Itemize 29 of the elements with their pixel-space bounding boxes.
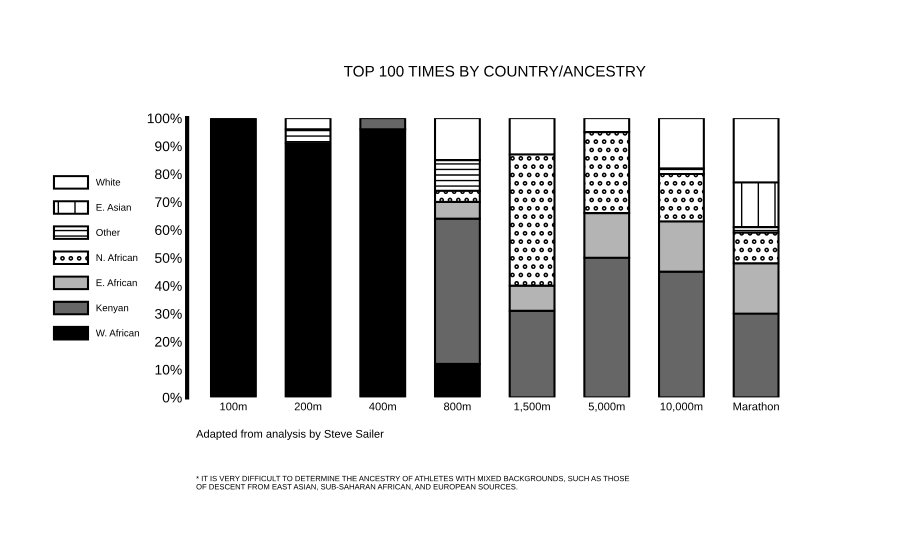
legend-label: W. African <box>96 329 139 336</box>
x-tick-label: 10,000m <box>660 402 702 412</box>
y-tick-label: 0% <box>162 392 182 403</box>
x-tick-label: 100m <box>220 402 247 410</box>
legend-label: E. Asian <box>96 204 131 211</box>
y-tick-label: 70% <box>155 197 182 208</box>
y-tick-label: 60% <box>155 225 182 236</box>
legend-label: White <box>96 178 120 186</box>
y-tick-label: 10% <box>156 364 182 375</box>
legend-label: Kenyan <box>96 304 128 314</box>
chart-title: TOP 100 TIMES BY COUNTRY/ANCESTRY <box>344 65 646 77</box>
y-tick-label: 20% <box>155 336 182 347</box>
legend-label: E. African <box>96 279 137 286</box>
x-tick-label: 200m <box>294 402 322 410</box>
text: Adapted from analysis by Steve Sailer <box>196 430 384 440</box>
legend-label: N. African <box>96 254 138 262</box>
y-tick-label: 40% <box>154 281 182 291</box>
y-tick-label: 50% <box>155 253 182 263</box>
legend-label: Other <box>96 228 120 236</box>
x-tick-label: 5,000m <box>588 402 625 412</box>
x-tick-label: 400m <box>369 402 396 410</box>
x-tick-label: Marathon <box>734 402 779 410</box>
y-tick-label: 80% <box>155 169 182 180</box>
y-tick-label: 100% <box>148 113 182 124</box>
bar <box>210 118 257 398</box>
x-tick-label: 1,500m <box>514 402 550 412</box>
y-tick-label: 30% <box>154 308 182 319</box>
y-tick-label: 90% <box>155 141 182 152</box>
x-tick-label: 800m <box>444 402 471 410</box>
